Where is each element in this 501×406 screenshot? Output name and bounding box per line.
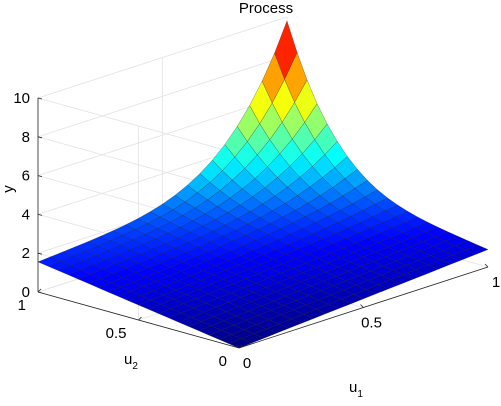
z-tick-mark <box>37 136 43 139</box>
x-tick-label: 1 <box>492 274 500 291</box>
y-axis-label-main: u <box>124 351 132 368</box>
x-tick-mark <box>235 344 240 349</box>
y-axis-label: u2 <box>124 351 138 372</box>
y-tick-mark <box>37 288 42 293</box>
x-tick-mark <box>360 304 364 308</box>
z-tick-label: 4 <box>22 206 30 223</box>
surface-mesh <box>37 20 489 349</box>
x-tick-label: 0.5 <box>361 315 382 332</box>
x-axis-label-main: u <box>349 379 357 396</box>
z-tick-mark <box>37 97 43 100</box>
z-tick-mark <box>37 214 43 216</box>
surface-patch <box>228 338 252 349</box>
z-tick-label: 10 <box>13 90 30 107</box>
y-tick-label: 0.5 <box>106 325 127 342</box>
z-tick-mark <box>37 252 43 255</box>
y-tick-mark <box>138 316 142 321</box>
x-tick-label: 0 <box>243 355 251 372</box>
z-tick-label: 6 <box>22 168 30 185</box>
z-tick-label: 0 <box>22 284 30 301</box>
x-tick-mark <box>484 263 489 268</box>
y-tick-mark <box>238 344 243 349</box>
z-tick-mark <box>37 175 43 177</box>
z-axis-label: y <box>0 185 17 193</box>
z-tick-mark <box>37 291 43 294</box>
chart-title: Process <box>239 0 293 17</box>
x-axis-label: u1 <box>349 379 363 400</box>
z-tick-label: 8 <box>22 129 30 146</box>
y-tick-label: 1 <box>18 297 26 314</box>
y-axis-label-subscript: 2 <box>132 361 138 372</box>
z-tick-label: 2 <box>22 245 30 262</box>
x-axis-label-subscript: 1 <box>357 389 363 400</box>
y-tick-label: 0 <box>219 353 227 370</box>
